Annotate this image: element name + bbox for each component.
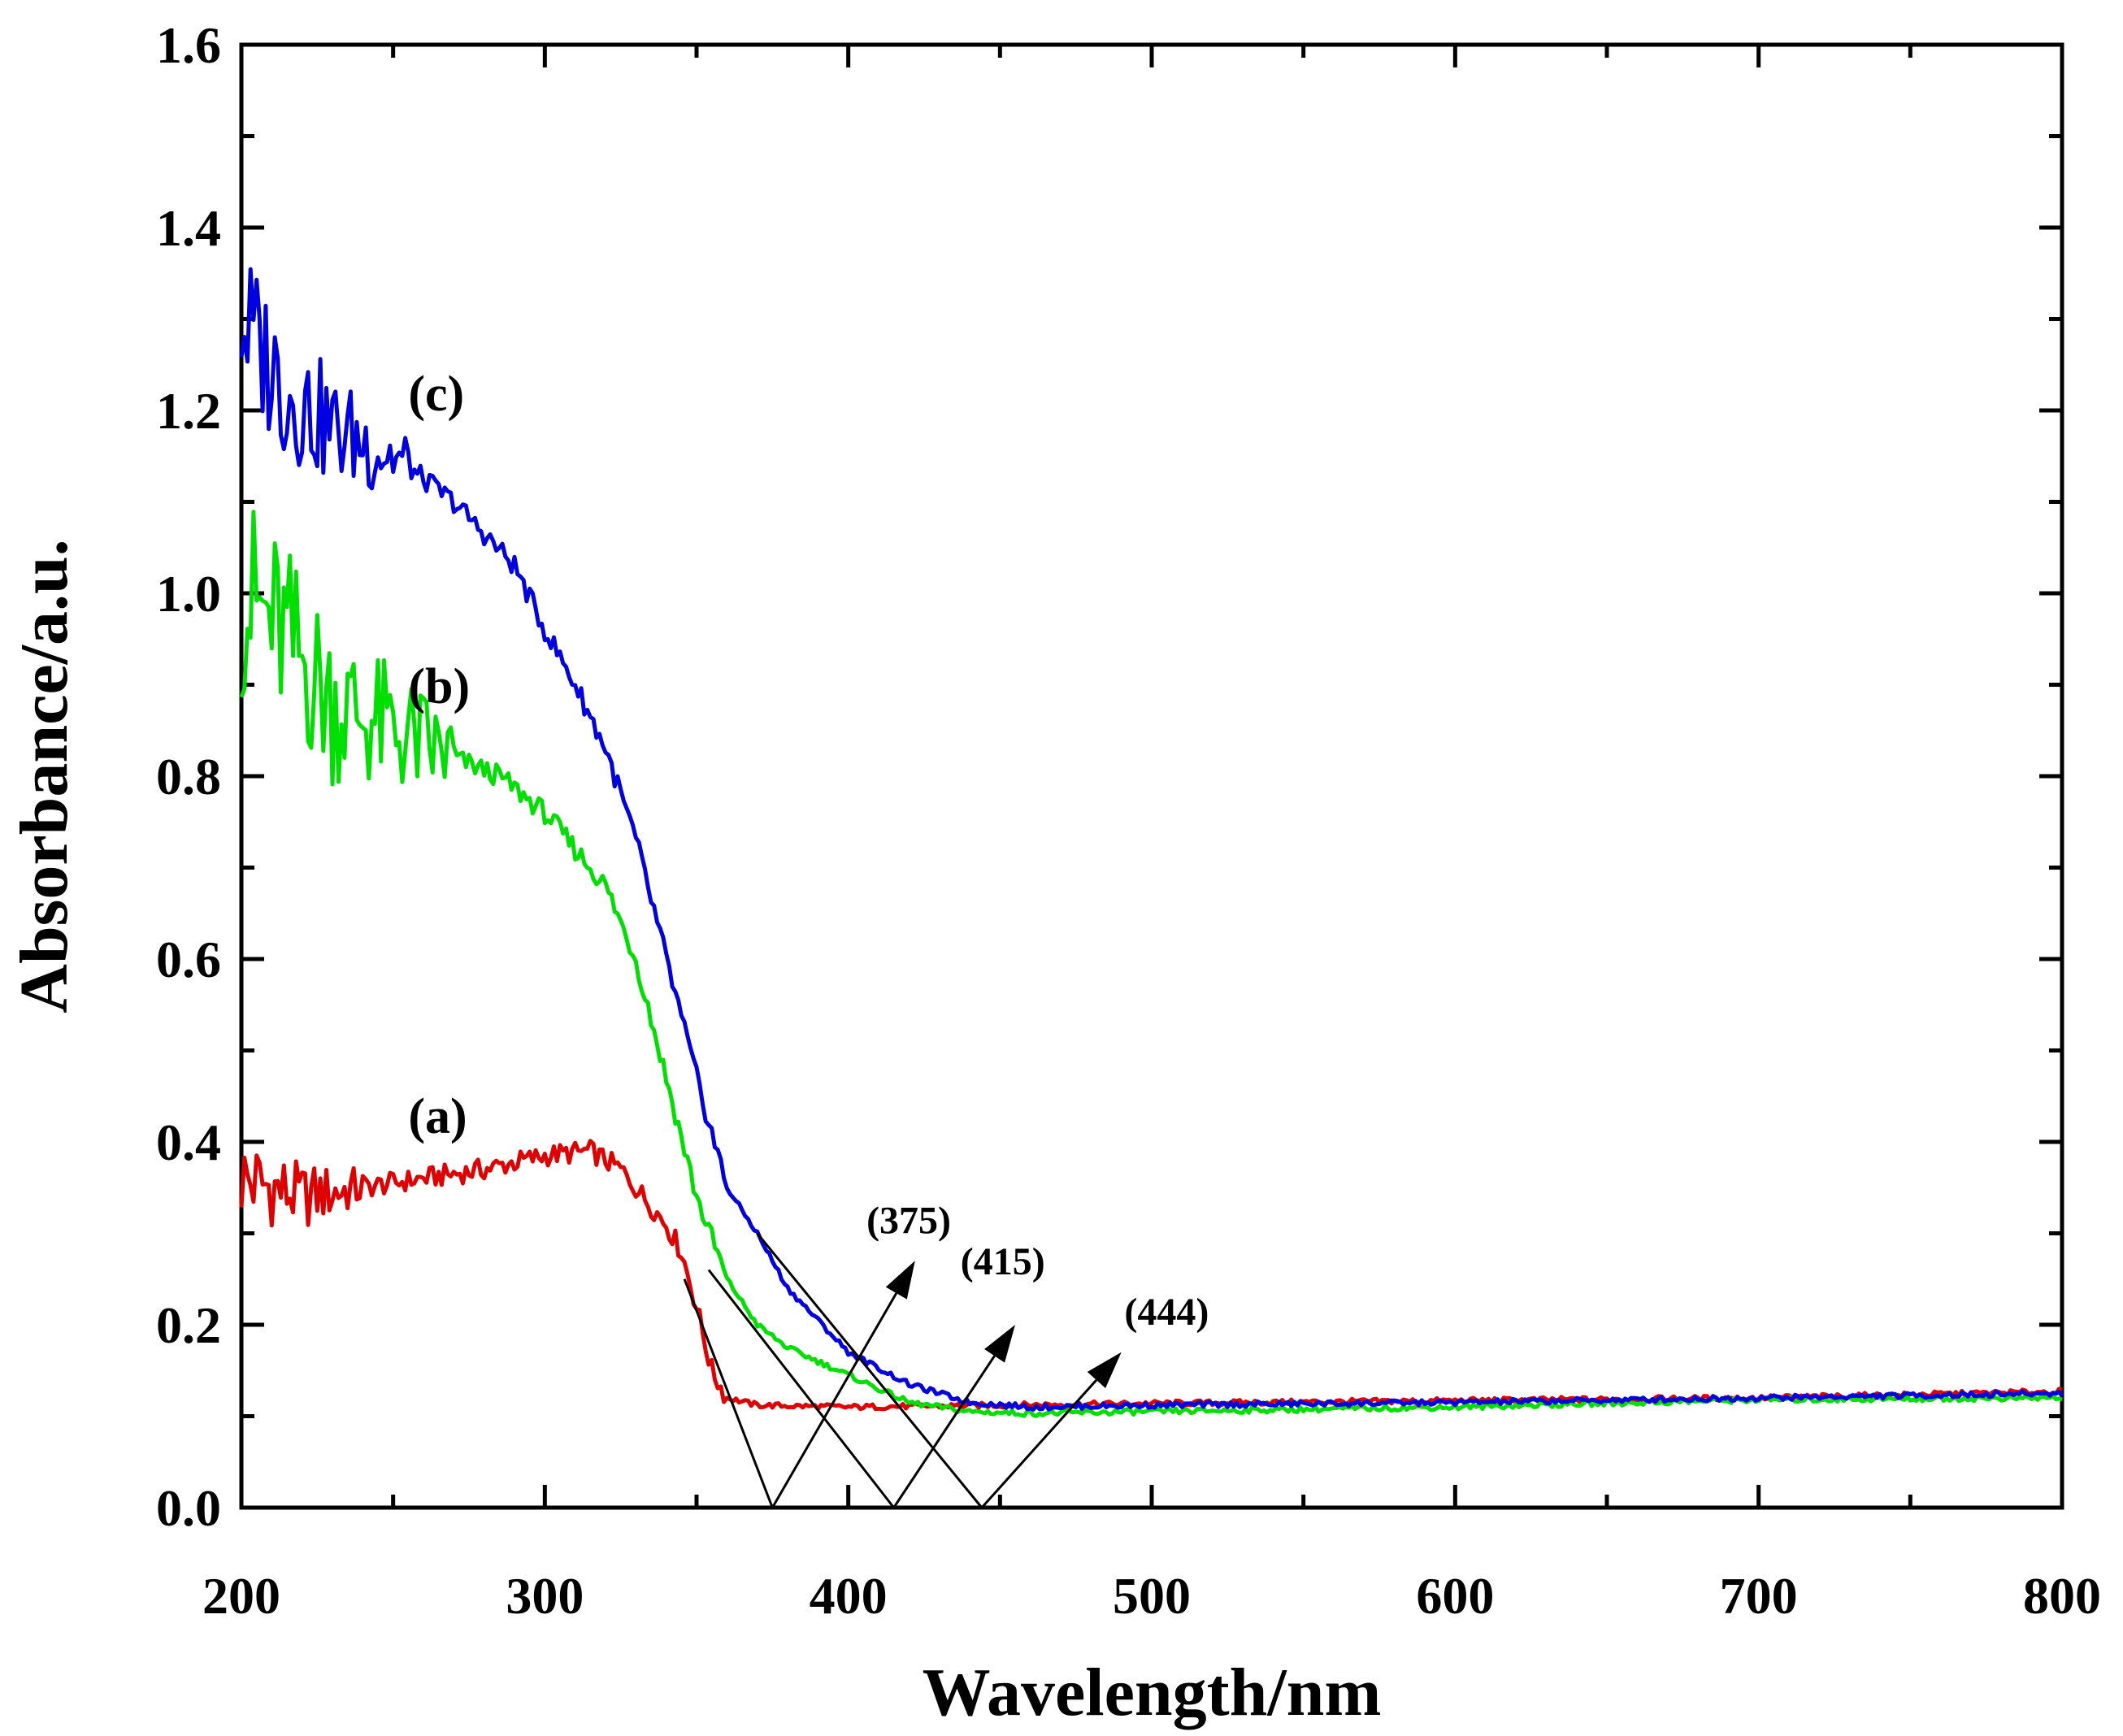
curve-label: (c) bbox=[408, 367, 464, 422]
y-tick-label: 0.6 bbox=[156, 931, 221, 988]
y-tick-label: 1.6 bbox=[156, 16, 221, 74]
x-tick-label: 800 bbox=[2023, 1567, 2101, 1625]
axis-ticks bbox=[239, 42, 2064, 1510]
x-tick-labels: 200 300 400 500 600 700 800 bbox=[202, 1567, 2101, 1625]
y-tick-labels: 0.0 0.2 0.4 0.6 0.8 1.0 1.2 1.4 1.6 bbox=[156, 16, 221, 1537]
x-tick-label: 400 bbox=[810, 1567, 888, 1625]
annotation-arrow bbox=[980, 1378, 1098, 1509]
edge-value-label: (415) bbox=[961, 1240, 1045, 1283]
series-line-b bbox=[239, 510, 2063, 1418]
tangent-line bbox=[683, 1278, 774, 1508]
x-tick-label: 200 bbox=[202, 1567, 280, 1625]
series-layer bbox=[239, 267, 2064, 1418]
annotation-arrow bbox=[771, 1292, 898, 1508]
y-tick-label: 1.4 bbox=[156, 199, 221, 257]
plot-frame bbox=[239, 42, 2064, 1510]
tangent-lines bbox=[683, 1232, 983, 1508]
series-line-a bbox=[239, 1139, 2063, 1412]
tangent-line bbox=[707, 1269, 895, 1508]
edge-annotations: (375)(415) (444) bbox=[771, 1200, 1209, 1509]
edge-value-label: (444) bbox=[1124, 1291, 1209, 1334]
y-tick-label: 0.0 bbox=[156, 1479, 221, 1537]
y-axis-title: Absorbance/a.u. bbox=[7, 539, 82, 1013]
x-tick-label: 600 bbox=[1416, 1567, 1494, 1625]
series-line-c bbox=[239, 267, 2064, 1412]
x-tick-label: 700 bbox=[1720, 1567, 1798, 1625]
x-tick-label: 300 bbox=[506, 1567, 584, 1625]
tangent-line bbox=[756, 1232, 983, 1508]
arrow-head bbox=[984, 1325, 1015, 1363]
x-axis-title: Wavelength/nm bbox=[923, 1655, 1382, 1730]
curve-label: (b) bbox=[408, 659, 470, 714]
y-tick-label: 1.2 bbox=[156, 382, 221, 440]
curve-label: (a) bbox=[408, 1089, 467, 1144]
y-tick-label: 0.2 bbox=[156, 1296, 221, 1354]
curve-labels: (a) (b) (c) bbox=[408, 367, 470, 1144]
y-tick-label: 1.0 bbox=[156, 565, 221, 623]
x-tick-label: 500 bbox=[1113, 1567, 1191, 1625]
arrow-head bbox=[1087, 1352, 1122, 1388]
y-tick-label: 0.8 bbox=[156, 748, 221, 805]
arrow-head bbox=[885, 1261, 915, 1300]
y-tick-label: 0.4 bbox=[156, 1113, 221, 1171]
annotation-arrow bbox=[892, 1355, 996, 1508]
edge-value-label: (375) bbox=[866, 1200, 951, 1243]
